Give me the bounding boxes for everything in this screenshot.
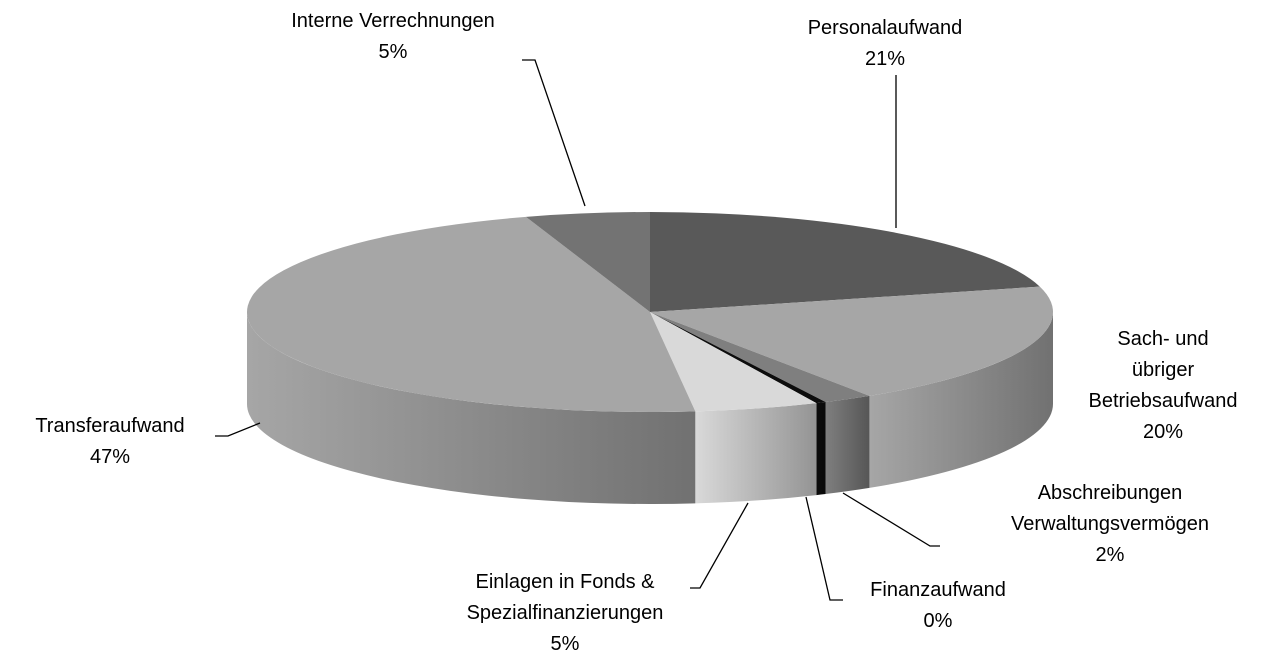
percent-label: 0% — [923, 610, 953, 632]
percent-label: 2% — [1095, 544, 1125, 566]
percent-label: 21% — [864, 48, 906, 70]
data-label: Personalaufwand 21% — [808, 13, 963, 75]
category-label: Abschreibungen Verwaltungsvermögen — [1011, 482, 1209, 535]
leader-line — [842, 492, 940, 547]
data-label: Einlagen in Fonds & Spezialfinanzierunge… — [467, 567, 664, 660]
data-label: Finanzaufwand 0% — [870, 575, 1006, 637]
category-label: Interne Verrechnungen — [291, 10, 495, 32]
percent-label: 5% — [378, 41, 408, 63]
data-label: Interne Verrechnungen 5% — [291, 6, 495, 68]
slice-side — [816, 402, 826, 496]
tops — [246, 212, 1053, 412]
slice-side — [247, 312, 696, 504]
data-label: Abschreibungen Verwaltungsvermögen 2% — [1011, 478, 1209, 571]
leader-line — [690, 502, 749, 589]
slice-side — [825, 395, 870, 495]
leader-line — [805, 496, 843, 601]
percent-label: 5% — [550, 633, 580, 655]
slice — [246, 216, 696, 412]
slice — [650, 212, 1040, 312]
category-label: Finanzaufwand — [870, 579, 1006, 601]
category-label: Personalaufwand — [807, 17, 963, 39]
slice — [650, 312, 870, 403]
percent-label: 47% — [89, 446, 131, 468]
slice-side — [695, 403, 817, 504]
slice — [650, 312, 817, 412]
leader-line — [522, 59, 586, 207]
slice-side — [869, 312, 1053, 488]
category-label: Sach- und übriger Betriebsaufwand — [1088, 328, 1238, 412]
leader-line — [215, 422, 261, 437]
category-label: Transferaufwand — [35, 415, 185, 437]
slice — [525, 212, 650, 312]
data-label: Sach- und übriger Betriebsaufwand 20% — [1089, 324, 1238, 448]
category-label: Einlagen in Fonds & Spezialfinanzierunge… — [466, 571, 664, 624]
slice — [650, 312, 826, 404]
percent-label: 20% — [1142, 421, 1184, 443]
data-label: Transferaufwand 47% — [35, 411, 184, 473]
sides — [247, 312, 1053, 504]
slice — [650, 286, 1053, 396]
